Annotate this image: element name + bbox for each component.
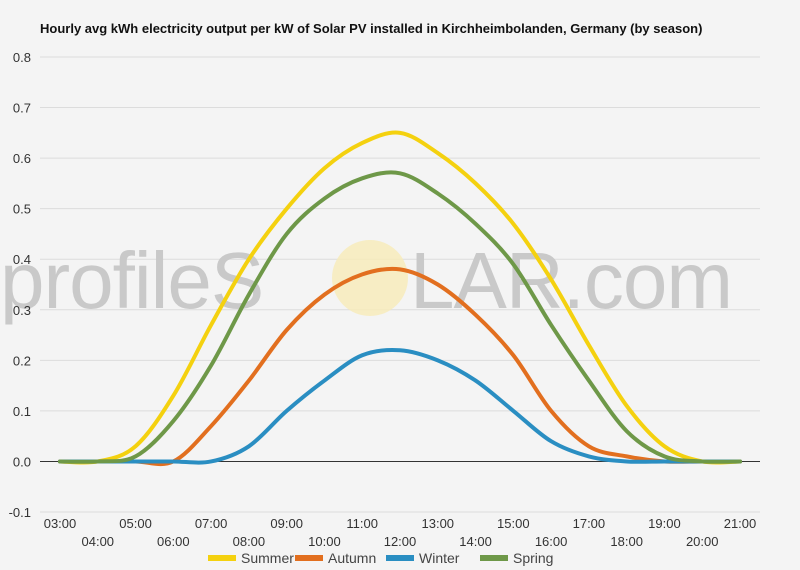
watermark-sun-icon <box>332 240 408 316</box>
x-tick-label: 16:00 <box>535 534 568 549</box>
y-tick-label: -0.1 <box>9 505 31 520</box>
series-line-summer <box>58 130 742 465</box>
y-tick-label: 0.7 <box>13 101 31 116</box>
x-tick-label: 20:00 <box>686 534 719 549</box>
legend-swatch-spring <box>480 555 508 561</box>
x-tick-label: 04:00 <box>82 534 115 549</box>
x-tick-label: 12:00 <box>384 534 417 549</box>
x-tick-label: 08:00 <box>233 534 266 549</box>
x-tick-label: 09:00 <box>270 516 303 531</box>
y-tick-label: 0.8 <box>13 50 31 65</box>
y-tick-label: 0.0 <box>13 454 31 469</box>
x-tick-label: 13:00 <box>422 516 455 531</box>
chart-title: Hourly avg kWh electricity output per kW… <box>40 21 702 36</box>
watermark: profileS LAR.com <box>0 236 733 325</box>
x-tick-label: 21:00 <box>724 516 757 531</box>
legend-swatch-autumn <box>295 555 323 561</box>
series-line-spring <box>58 170 742 464</box>
legend-swatch-winter <box>386 555 414 561</box>
series-line-winter <box>58 347 742 465</box>
watermark-text-left: profileS <box>0 236 263 325</box>
x-tick-label: 05:00 <box>119 516 152 531</box>
x-tick-label: 11:00 <box>346 516 378 531</box>
watermark-text-right: LAR.com <box>410 236 732 325</box>
x-tick-label: 19:00 <box>648 516 681 531</box>
x-tick-label: 14:00 <box>459 534 492 549</box>
x-tick-label: 10:00 <box>308 534 341 549</box>
y-tick-label: 0.6 <box>13 151 31 166</box>
x-tick-label: 03:00 <box>44 516 77 531</box>
y-axis: -0.1 0.0 0.1 0.2 0.3 0.4 0.5 0.6 0.7 0.8 <box>9 50 31 520</box>
x-tick-label: 18:00 <box>610 534 643 549</box>
y-tick-label: 0.2 <box>13 353 31 368</box>
y-tick-label: 0.4 <box>13 252 31 267</box>
x-axis: 03:00 04:00 05:00 06:00 07:00 08:00 09:00 10:00… <box>44 516 757 549</box>
legend-label-spring: Spring <box>513 550 553 566</box>
legend-swatch-summer <box>208 555 236 561</box>
x-tick-label: 06:00 <box>157 534 190 549</box>
y-tick-label: 0.3 <box>13 303 31 318</box>
series-lines <box>58 130 742 467</box>
x-tick-label: 07:00 <box>195 516 228 531</box>
legend-label-autumn: Autumn <box>328 550 376 566</box>
legend-label-winter: Winter <box>419 550 460 566</box>
y-tick-label: 0.5 <box>13 202 31 217</box>
legend: Summer Autumn Winter Spring <box>208 550 553 566</box>
x-tick-label: 15:00 <box>497 516 530 531</box>
x-tick-label: 17:00 <box>573 516 606 531</box>
y-tick-label: 0.1 <box>13 404 31 419</box>
legend-label-summer: Summer <box>241 550 294 566</box>
